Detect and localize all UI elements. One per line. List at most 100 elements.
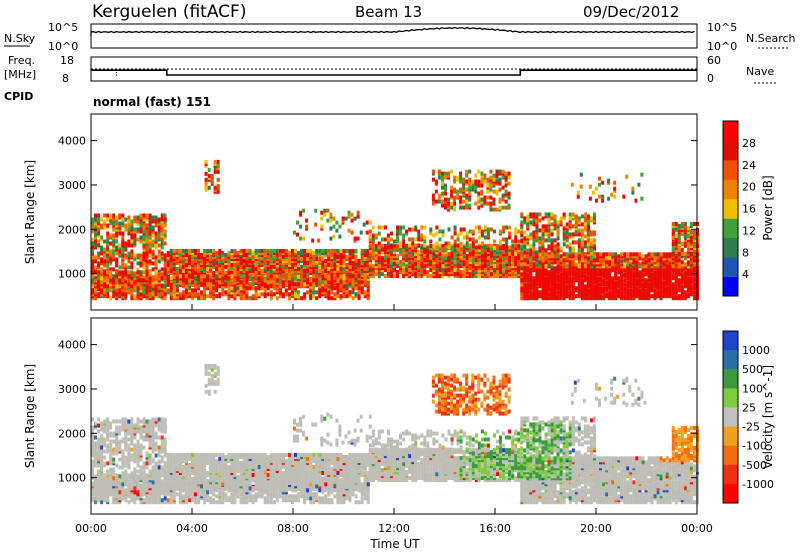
heatmap-cell [115,215,119,220]
heatmap-cell [204,171,208,176]
heatmap-cell [339,294,343,299]
heatmap-cell [465,203,469,208]
heatmap-cell [386,268,390,273]
heatmap-cell [106,231,110,236]
heatmap-cell [498,205,502,210]
heatmap-cell [145,247,149,252]
frequency-panel: Freq. [MHz] 18 8 60 0 Nave ⁝ [4,54,776,85]
heatmap-cell [501,193,505,198]
heatmap-cell [541,236,545,241]
heatmap-cell [471,229,475,234]
heatmap-cell [507,181,511,186]
heatmap-cell [139,229,143,234]
heatmap-cell [492,189,496,194]
heatmap-cell [157,253,161,258]
heatmap-cell [142,213,146,218]
heatmap-cell [441,175,444,180]
heatmap-cell [608,256,612,261]
heatmap-cell [169,282,173,287]
heatmap-cell [577,248,581,253]
heatmap-cell [318,249,322,253]
heatmap-cell [553,244,557,249]
heatmap-cell [154,274,158,279]
heatmap-cell [423,247,427,252]
heatmap-cell [239,296,243,301]
heatmap-cell [321,280,325,285]
heatmap-cell [677,224,681,228]
heatmap-cell [269,284,273,289]
heatmap-cell [257,292,261,297]
heatmap-cell [550,252,554,257]
heatmap-cell [91,274,94,279]
heatmap-cell [342,261,346,265]
heatmap-cell [124,294,128,299]
heatmap-cell [272,265,276,269]
heatmap-cell [118,249,122,254]
heatmap-cell [571,246,575,251]
heatmap-cell [526,248,530,253]
heatmap-cell [106,284,110,289]
heatmap-cell [593,246,596,251]
heatmap-cell [414,243,418,248]
heatmap-cell [456,243,460,248]
heatmap-cell [617,270,621,275]
heatmap-cell [97,217,101,222]
heatmap-cell [547,212,551,217]
heatmap-cell [547,238,551,243]
heatmap-cell [529,220,533,225]
heatmap-cell [218,249,222,253]
heatmap-cell [441,191,444,196]
heatmap-cell [417,262,421,267]
heatmap-cell [145,233,149,238]
station-title: Kerguelen (fitACF) [92,2,246,22]
heatmap-cell [493,239,496,244]
heatmap-cell [571,260,575,265]
heatmap-cell [641,254,645,259]
heatmap-cell [447,252,451,257]
heatmap-cell [215,286,219,291]
heatmap-cell [495,189,499,194]
heatmap-cell [559,272,563,277]
heatmap-cell [130,270,134,275]
heatmap-cell [544,256,548,261]
heatmap-cell [207,167,211,172]
heatmap-cell [459,227,463,232]
heatmap-cell [583,216,587,221]
heatmap-cell [327,249,331,253]
heatmap-cell [136,219,140,224]
heatmap-cell [299,236,303,241]
heatmap-cell [336,279,340,283]
heatmap-cell [254,280,258,285]
noise-sky-label: N.Sky [4,32,36,45]
heatmap-cell [492,173,496,178]
heatmap-cell [154,219,158,224]
heatmap-cell [109,221,113,226]
heatmap-cell [112,294,116,299]
heatmap-cell [160,284,164,289]
heatmap-cell [568,216,572,221]
heatmap-cell [450,245,454,250]
heatmap-cell [154,223,158,228]
heatmap-cell [275,249,279,253]
heatmap-cell [91,245,94,250]
heatmap-cell [133,233,137,238]
heatmap-cell [486,244,490,249]
heatmap-cell [136,278,140,283]
heatmap-cell [184,294,188,299]
heatmap-cell [109,213,113,218]
heatmap-cell [617,254,621,259]
heatmap-cell [106,263,110,268]
heatmap-cell [556,220,560,225]
heatmap-cell [599,252,602,257]
heatmap-cell [312,294,316,299]
heatmap-cell [680,272,684,277]
heatmap-cell [139,235,143,240]
heatmap-cell [112,233,116,238]
heatmap-cell [541,256,545,261]
heatmap-cell [136,261,140,266]
heatmap-cell [260,282,264,287]
heatmap-cell [456,264,460,269]
heatmap-cell [611,252,615,257]
heatmap-cell [133,294,137,299]
heatmap-cell [151,233,155,238]
